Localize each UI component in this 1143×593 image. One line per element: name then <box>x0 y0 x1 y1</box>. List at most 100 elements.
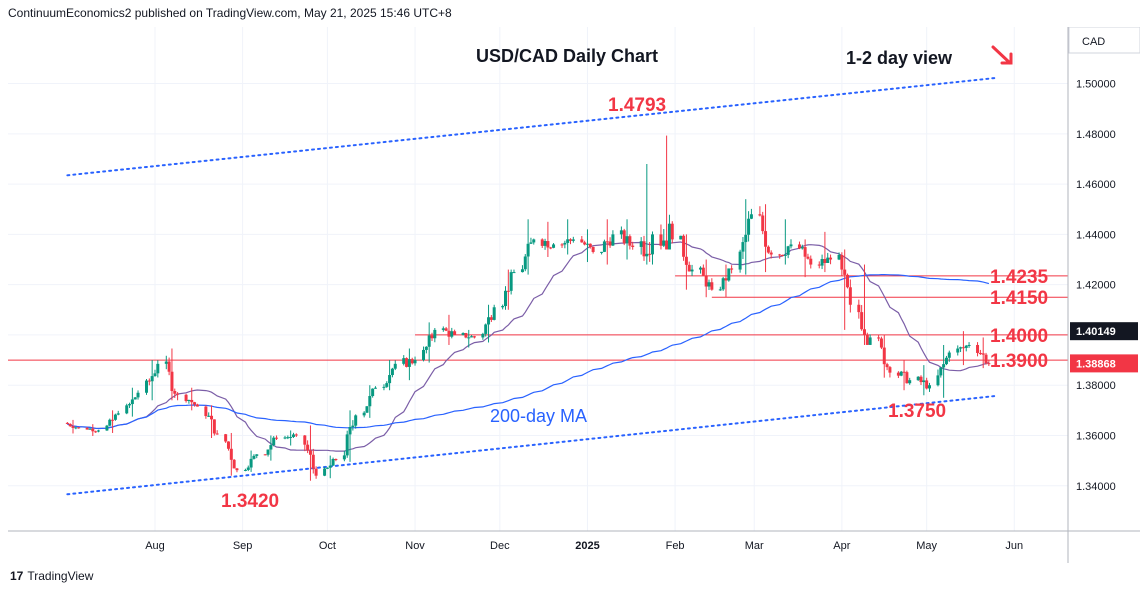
candle-body <box>710 282 714 290</box>
candle-body <box>362 412 366 416</box>
candle-body <box>308 450 312 455</box>
candle-body <box>976 344 980 353</box>
candle-body <box>764 231 768 247</box>
candle-body <box>501 306 505 308</box>
candle-body <box>639 241 643 247</box>
candle-body <box>354 415 358 426</box>
candle-body <box>744 234 748 243</box>
candle-body <box>325 467 329 469</box>
candle-body <box>659 234 663 246</box>
candle-body <box>509 272 513 291</box>
candle-body <box>684 256 688 265</box>
candle-body <box>984 354 988 364</box>
x-tick-label: Feb <box>666 540 685 552</box>
candle-body <box>619 230 623 235</box>
candle-body <box>916 376 920 381</box>
candle-body <box>837 254 841 260</box>
candle-body <box>184 394 188 402</box>
grid <box>8 27 1068 531</box>
candle-body <box>164 361 168 364</box>
candle-body <box>283 437 287 439</box>
candle-body <box>741 242 745 252</box>
candle-body <box>800 247 804 249</box>
candle-body <box>113 414 117 420</box>
candle-body <box>738 251 742 270</box>
candle-body <box>311 454 315 469</box>
candle-body <box>74 427 78 429</box>
candle-body <box>667 223 671 250</box>
candle-body <box>682 235 686 257</box>
candle-body <box>786 246 790 255</box>
candle-body <box>207 415 211 417</box>
candle-body <box>571 239 575 241</box>
candle-body <box>783 254 787 256</box>
tradingview-logo-icon: 17 <box>10 569 24 583</box>
candle-body <box>611 234 615 246</box>
trend-channel <box>66 76 999 496</box>
chart-title: USD/CAD Daily Chart <box>476 46 658 66</box>
candle-body <box>91 428 95 432</box>
candle-body <box>809 258 813 265</box>
candle-body <box>345 434 349 456</box>
candle-body <box>927 385 931 389</box>
chart-area[interactable]: 1.4235 1.4150 1.4000 1.3900 USD/CAD Daily Ch… <box>8 26 1141 563</box>
candle-body <box>520 269 524 273</box>
ma-200-line <box>67 274 990 430</box>
x-tick-label: Nov <box>405 540 425 552</box>
y-tick-label: 1.42000 <box>1076 280 1116 292</box>
candle-body <box>232 459 236 469</box>
candle-body <box>190 399 194 403</box>
candle-body <box>88 428 92 430</box>
candle-body <box>430 335 434 339</box>
candle-body <box>826 257 830 263</box>
candle-body <box>249 458 253 468</box>
candle-body <box>512 272 516 274</box>
candle-body <box>857 304 861 313</box>
candle-body <box>433 329 437 339</box>
candle-body <box>269 445 273 450</box>
candle-body <box>540 239 544 246</box>
candle-body <box>450 331 454 337</box>
candle-body <box>761 215 765 232</box>
candle-body <box>444 328 448 331</box>
candle-body <box>470 336 474 338</box>
candle-body <box>407 359 411 367</box>
candle-body <box>334 458 338 460</box>
candle-body <box>721 278 725 290</box>
candle-body <box>503 290 507 307</box>
level-label: 1.4000 <box>990 326 1048 347</box>
level-label: 1.4150 <box>990 288 1048 309</box>
candle-body <box>631 245 635 247</box>
currency-label: CAD <box>1082 36 1105 48</box>
candle-body <box>210 415 214 420</box>
candle-body <box>133 397 137 400</box>
candle-body <box>405 358 409 367</box>
candle-body <box>150 376 154 382</box>
candle-body <box>704 275 708 287</box>
candles <box>65 135 991 481</box>
candle-body <box>806 256 810 259</box>
publisher-line: ContinuumEconomics2 published on Trading… <box>8 6 452 20</box>
candle-body <box>820 258 824 266</box>
price-label-box <box>1070 322 1138 341</box>
candle-body <box>662 240 666 246</box>
candle-body <box>925 380 929 389</box>
candle-body <box>543 241 547 246</box>
candle-body <box>289 436 293 438</box>
candle-body <box>523 256 527 270</box>
candle-body <box>402 358 406 364</box>
candle-body <box>71 426 75 428</box>
candle-body <box>939 367 943 376</box>
candle-body <box>840 254 844 270</box>
candle-body <box>803 247 807 257</box>
candle-body <box>580 239 584 243</box>
candle-body <box>964 345 968 348</box>
candle-body <box>718 289 722 291</box>
candle-body <box>385 383 389 387</box>
candle-body <box>156 363 160 374</box>
candle-body <box>167 361 171 372</box>
candle-body <box>467 337 471 339</box>
tradingview-footer[interactable]: 17 TradingView <box>10 567 93 585</box>
